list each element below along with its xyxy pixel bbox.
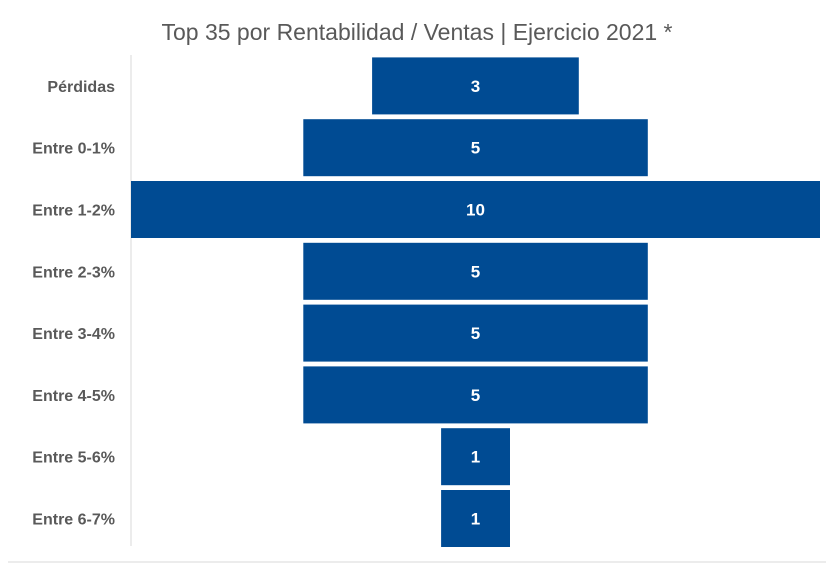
- category-label-4: Entre 3-4%: [32, 326, 115, 343]
- bar-7: [441, 490, 510, 547]
- bar-1: [303, 119, 648, 177]
- data-label-5: 5: [471, 386, 480, 405]
- data-label-1: 5: [471, 139, 480, 158]
- bar-3: [303, 242, 648, 300]
- category-label-3: Entre 2-3%: [32, 264, 115, 281]
- bar-0: [372, 57, 579, 115]
- data-label-3: 5: [471, 262, 480, 281]
- data-label-0: 3: [471, 77, 480, 96]
- data-label-4: 5: [471, 324, 480, 343]
- bar-5: [303, 366, 648, 424]
- bars-layer: 3 Pérdidas 5 Entre 0-1% 10 Entre 1-2% 5 Entre 2…: [32, 57, 820, 547]
- category-label-0: Pérdidas: [47, 79, 115, 96]
- data-label-6: 1: [471, 448, 480, 467]
- category-label-2: Entre 1-2%: [32, 203, 115, 220]
- category-label-7: Entre 6-7%: [32, 512, 115, 529]
- category-label-1: Entre 0-1%: [32, 141, 115, 158]
- bar-4: [303, 304, 648, 362]
- bar-2: [131, 181, 820, 238]
- category-label-5: Entre 4-5%: [32, 388, 115, 405]
- bar-6: [441, 428, 510, 486]
- data-label-2: 10: [466, 201, 485, 220]
- category-label-6: Entre 5-6%: [32, 450, 115, 467]
- data-label-7: 1: [471, 510, 480, 529]
- chart-title: Top 35 por Rentabilidad / Ventas | Ejerc…: [161, 19, 672, 45]
